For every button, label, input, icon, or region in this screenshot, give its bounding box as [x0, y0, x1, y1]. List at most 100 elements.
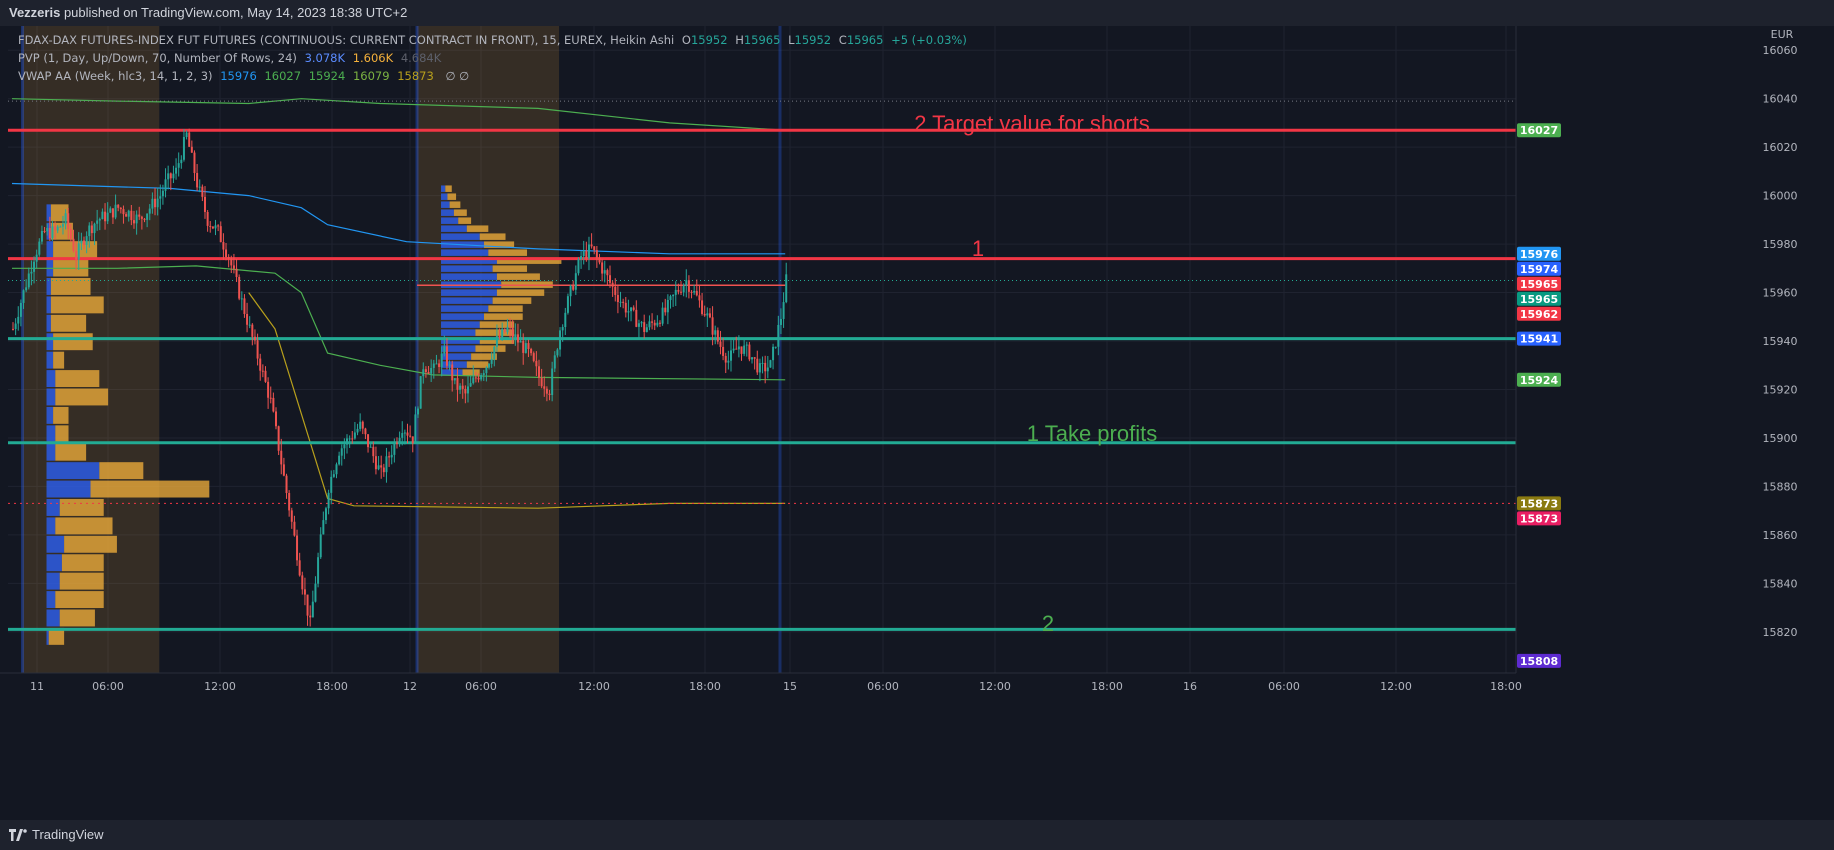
price-badge[interactable]: [1517, 261, 1561, 276]
time-tick-label: 06:00: [465, 680, 497, 693]
candle-body: [453, 378, 456, 381]
candle-body: [267, 381, 270, 398]
candle-body: [227, 256, 230, 259]
annotation-label: 2 Target value for shorts: [914, 111, 1150, 136]
candle-body: [322, 520, 325, 535]
time-axis-bg: [0, 673, 1834, 820]
candle-body: [256, 340, 259, 359]
candle-body: [388, 456, 391, 458]
candle-body: [740, 346, 743, 354]
candle-body: [572, 285, 575, 290]
legend-pvp[interactable]: PVP (1, Day, Up/Down, 70, Number Of Rows…: [18, 51, 441, 65]
candle-body: [548, 393, 551, 396]
candle-body: [614, 286, 617, 295]
price-badge-label: 15965: [1520, 293, 1558, 306]
candle-body: [687, 280, 690, 292]
candle-body: [511, 327, 514, 338]
candle-body: [324, 508, 327, 521]
profile-row-up: [46, 296, 51, 314]
legend-main[interactable]: FDAX-DAX FUTURES-INDEX FUT FUTURES (CONT…: [18, 33, 967, 47]
profile-row-down: [53, 241, 98, 259]
time-axis[interactable]: 11 06:00 12:00 18:00 12 06:00 12:00 18:00 15 06:0…: [0, 672, 1834, 820]
profile-row-up: [46, 572, 60, 590]
candle-body: [519, 341, 522, 343]
profile-row-down: [488, 305, 523, 312]
price-badge[interactable]: [1517, 123, 1561, 138]
candle-body: [75, 250, 78, 260]
candle-body: [766, 367, 769, 372]
legend-vwap[interactable]: VWAP AA (Week, hlc3, 14, 1, 2, 3) 15976 …: [18, 69, 469, 83]
candle-body: [406, 432, 409, 436]
candle-body: [196, 173, 199, 188]
candle-body: [561, 327, 564, 331]
candle-body: [398, 437, 401, 444]
price-badge[interactable]: [1517, 372, 1561, 387]
candle-body: [130, 210, 133, 221]
profile-row-down: [99, 462, 144, 480]
candle-body: [682, 285, 685, 293]
profile-row-down: [53, 351, 65, 369]
candle-body: [193, 152, 196, 174]
price-tick-label: 15920: [1763, 383, 1798, 396]
candle-body: [285, 475, 288, 494]
price-badge[interactable]: [1517, 511, 1561, 526]
vwap-value-5: 15873: [397, 69, 434, 83]
candle-body: [351, 438, 354, 440]
price-badge-label: 16027: [1520, 124, 1558, 137]
price-badge[interactable]: [1517, 246, 1561, 261]
candle-body: [590, 244, 593, 247]
price-badge[interactable]: [1517, 331, 1561, 346]
profile-row-down: [55, 517, 113, 535]
vwap-series-line: [12, 265, 786, 381]
profile-row-down: [475, 329, 515, 336]
horizontal-levels[interactable]: [8, 100, 1516, 631]
profile-row-up: [441, 329, 476, 336]
price-badge[interactable]: [1517, 291, 1561, 306]
candle-body: [101, 211, 104, 220]
candle-body: [748, 344, 751, 360]
price-chart[interactable]: 2 Target value for shorts 1 1 Take profits…: [0, 26, 1834, 820]
candle-body: [206, 211, 209, 226]
candle-body: [135, 214, 138, 224]
price-badge-label: 15962: [1520, 308, 1558, 321]
price-badge[interactable]: [1517, 496, 1561, 511]
candle-body: [306, 594, 309, 616]
candle-body: [593, 246, 596, 251]
candle-body: [495, 336, 498, 347]
profile-row-up: [46, 351, 54, 369]
candle-body: [498, 336, 501, 338]
profile-row-up: [441, 361, 467, 368]
candle-body: [240, 298, 243, 300]
candle-body: [83, 240, 86, 245]
candle-body: [14, 323, 17, 330]
candle-body: [19, 302, 22, 317]
footer-brand[interactable]: TradingView: [32, 827, 104, 842]
author-name[interactable]: Vezzeris: [9, 5, 61, 20]
price-badge[interactable]: [1517, 653, 1561, 668]
chart-grid: [8, 26, 1516, 673]
price-badge[interactable]: [1517, 276, 1561, 291]
tradingview-logo-icon[interactable]: [9, 829, 27, 841]
candle-body: [758, 363, 761, 373]
candle-body: [359, 421, 362, 429]
candle-body: [680, 291, 683, 293]
profile-row-down: [55, 443, 87, 461]
profile-row-down: [59, 499, 104, 516]
price-badge-label: 15808: [1520, 655, 1558, 668]
price-tick-label: 16000: [1763, 190, 1798, 203]
candle-body: [459, 385, 462, 390]
candle-body: [582, 250, 585, 257]
price-tick-label: 16040: [1763, 93, 1798, 106]
candle-body: [580, 256, 583, 260]
candle-body: [22, 290, 25, 303]
candle-body: [577, 259, 580, 274]
candle-body: [645, 327, 648, 332]
candle-body: [522, 341, 525, 353]
candle-body: [303, 589, 306, 595]
candle-body: [745, 344, 748, 346]
price-badge[interactable]: [1517, 306, 1561, 321]
vwap-title: VWAP AA (Week, hlc3, 14, 1, 2, 3): [18, 69, 213, 83]
price-tick-label: 15840: [1763, 577, 1798, 590]
candle-body: [438, 363, 441, 367]
candle-body: [38, 241, 41, 255]
